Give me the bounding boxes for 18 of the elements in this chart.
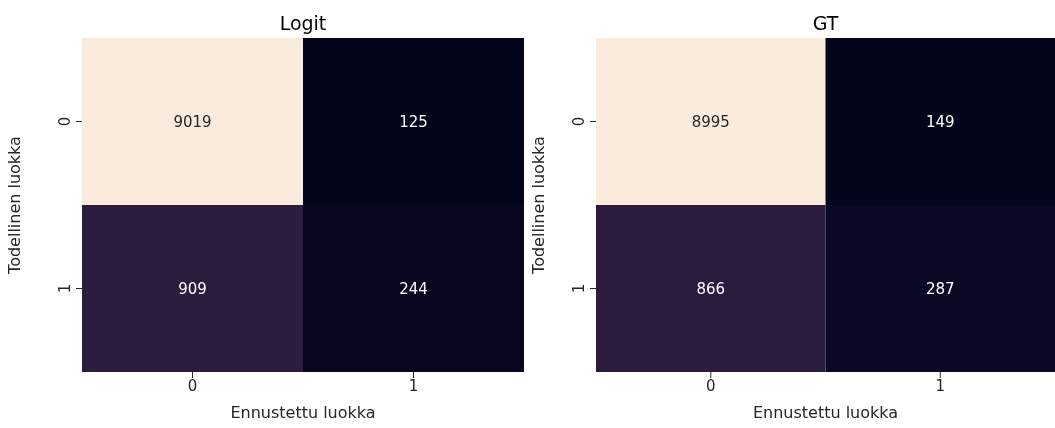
data-label: 244 (399, 279, 428, 298)
data-label: 149 (925, 112, 955, 131)
data-label: 9019 (173, 112, 212, 131)
x-tick-label: 1 (408, 376, 419, 395)
data-label: 8995 (691, 112, 730, 131)
x-axis-title: Ennustettu luokka (230, 403, 376, 422)
chart-title: GT (811, 11, 840, 36)
data-label: 866 (696, 279, 726, 298)
y-axis-title: Todellinen luokka (4, 136, 24, 275)
y-axis-title: Todellinen luokka (528, 136, 548, 275)
data-label: 125 (399, 112, 428, 131)
x-tick-label: 1 (935, 376, 946, 395)
data-label: 287 (925, 279, 955, 298)
data-label: 909 (178, 279, 207, 298)
x-axis-title: Ennustettu luokka (752, 403, 899, 422)
x-tick-label: 0 (187, 376, 198, 395)
x-tick-label: 0 (705, 376, 716, 395)
chart-title: Logit (278, 11, 328, 36)
